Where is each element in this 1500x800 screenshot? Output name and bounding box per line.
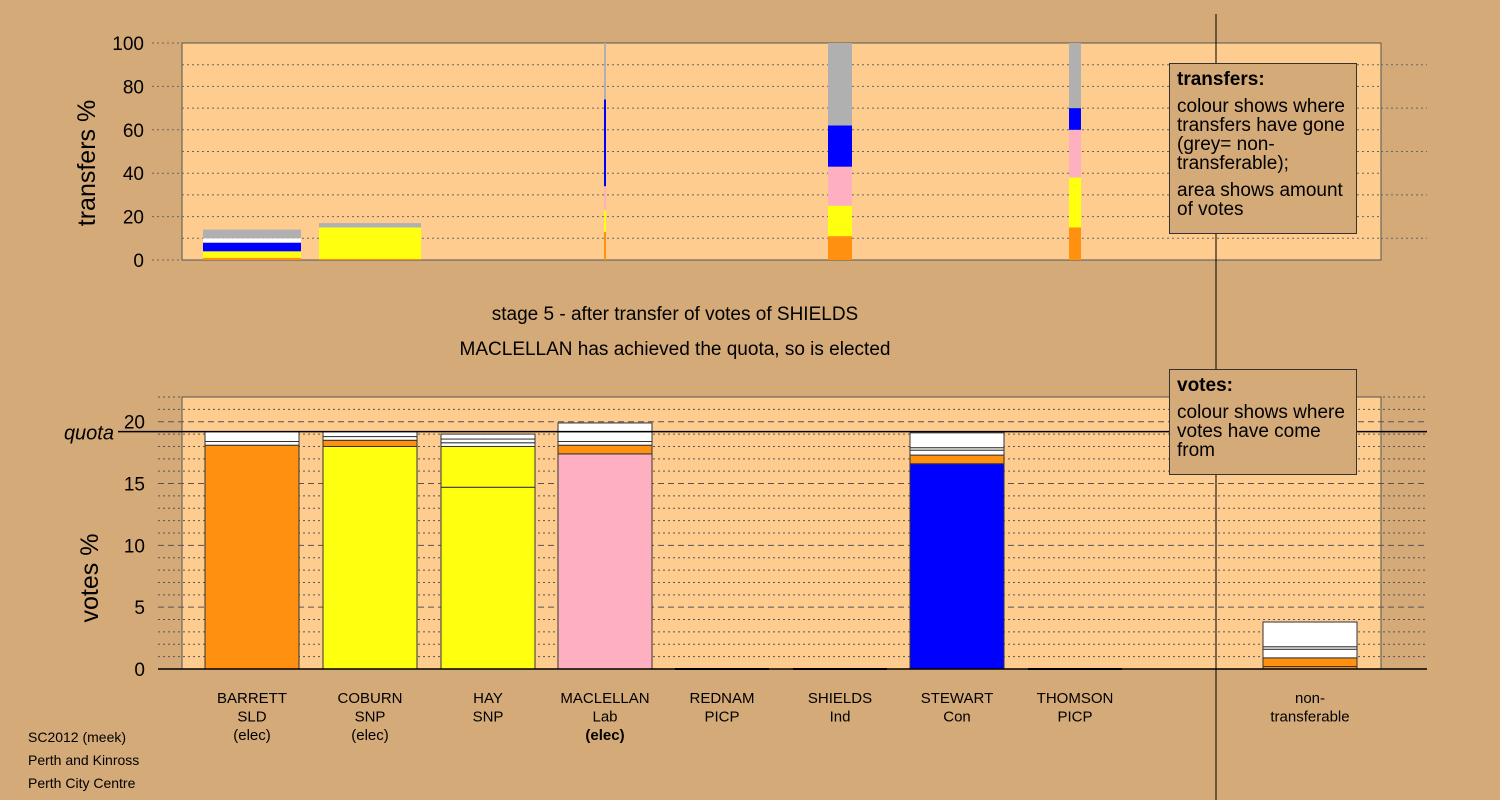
transfer-segment-barrett (203, 251, 301, 258)
candidate-label-coburn: SNP (355, 709, 386, 726)
vote-segment-hay (440, 442, 536, 447)
transfer-segment-barrett (203, 257, 301, 260)
candidate-label-barrett: (elec) (233, 727, 271, 744)
votes-legend: votes: colour shows where votes have com… (1169, 369, 1357, 475)
candidate-label-stewart: STEWART (921, 690, 994, 707)
votes-tick-label: 20 (124, 413, 145, 434)
vote-segment-hay (440, 445, 536, 488)
vote-segment-hay (440, 433, 536, 440)
transfers-tick-label: 100 (112, 34, 144, 55)
candidate-label-thomson: PICP (1057, 709, 1092, 726)
candidate-label-barrett: BARRETT (217, 690, 287, 707)
credit-council: Perth and Kinross (28, 752, 139, 768)
transfers-legend-title: transfers: (1177, 69, 1265, 90)
vote-segment-stewart (909, 463, 1005, 670)
vote-segment-maclellan (557, 441, 653, 446)
candidate-label-maclellan: Lab (592, 709, 617, 726)
candidate-label-stewart: Con (943, 709, 971, 726)
votes-legend-colour: colour shows where votes have come from (1177, 402, 1345, 461)
candidate-label-shields: Ind (830, 709, 851, 726)
vote-segment-non (1262, 648, 1358, 659)
election-status: MACLELLAN has achieved the quota, so is … (460, 339, 891, 360)
credit-ward: Perth City Centre (28, 775, 136, 791)
vote-segment-maclellan (557, 422, 653, 433)
vote-segment-hay (440, 438, 536, 444)
quota-label: quota (64, 423, 114, 445)
candidate-label-rednam: PICP (704, 709, 739, 726)
candidate-label-coburn: COBURN (337, 690, 402, 707)
vote-segment-non (1262, 621, 1358, 648)
vote-segment-coburn (322, 436, 418, 441)
candidate-label-maclellan: MACLELLAN (560, 690, 649, 707)
transfers-legend: transfers: colour shows where transfers … (1169, 63, 1357, 234)
vote-segment-coburn (322, 445, 418, 670)
candidate-label-maclellan: (elec) (585, 727, 624, 744)
transfer-segment-shields (828, 125, 852, 167)
votes-legend-title: votes: (1177, 375, 1233, 396)
transfer-segment-barrett (203, 238, 301, 243)
vote-segment-barrett (204, 444, 300, 670)
transfers-tick-label: 60 (123, 121, 144, 142)
transfer-segment-thomson (1069, 177, 1081, 228)
transfer-segment-thomson (1069, 108, 1081, 130)
vote-segment-stewart (909, 449, 1005, 456)
votes-tick-label: 10 (124, 536, 145, 557)
transfer-segment-maclellan (604, 231, 606, 260)
candidate-label-thomson: THOMSON (1037, 690, 1114, 707)
vote-segment-barrett (204, 441, 300, 446)
candidate-label-hay: SNP (473, 709, 504, 726)
transfer-segment-maclellan (604, 210, 606, 232)
votes-ylabel: votes % (76, 534, 104, 623)
candidate-label-shields: SHIELDS (808, 690, 872, 707)
transfers-tick-label: 40 (123, 164, 144, 185)
vote-segment-stewart (909, 432, 1005, 449)
stage-heading: stage 5 - after transfer of votes of SHI… (492, 304, 858, 325)
credit-method: SC2012 (meek) (28, 729, 126, 745)
transfer-segment-maclellan (604, 99, 606, 187)
vote-segment-barrett (204, 431, 300, 443)
transfer-segment-thomson (1069, 227, 1081, 260)
transfer-segment-shields (828, 236, 852, 260)
votes-tick-label: 15 (124, 475, 145, 496)
candidate-label-coburn: (elec) (351, 727, 389, 744)
transfer-segment-coburn (319, 223, 421, 228)
transfer-segment-barrett (203, 229, 301, 239)
transfer-segment-thomson (1069, 43, 1081, 109)
vote-segment-hay (440, 486, 536, 670)
transfers-tick-label: 0 (133, 251, 144, 272)
transfer-segment-shields (828, 43, 852, 126)
transfer-segment-shields (828, 205, 852, 237)
vote-segment-non (1262, 657, 1358, 668)
vote-segment-maclellan (557, 431, 653, 443)
vote-segment-stewart (909, 454, 1005, 465)
candidate-label-non: transferable (1270, 709, 1349, 726)
transfers-tick-label: 80 (123, 77, 144, 98)
candidate-label-non: non- (1295, 690, 1325, 707)
transfers-legend-area: area shows amount of votes (1177, 180, 1343, 220)
transfer-segment-thomson (1069, 129, 1081, 178)
transfer-segment-maclellan (604, 186, 606, 211)
transfers-legend-colour: colour shows where transfers have gone (… (1177, 96, 1345, 174)
candidate-label-barrett: SLD (237, 709, 266, 726)
transfer-segment-coburn (319, 258, 421, 260)
votes-tick-label: 0 (134, 660, 145, 681)
vote-segment-coburn (322, 439, 418, 447)
votes-tick-label: 5 (134, 598, 145, 619)
vote-segment-maclellan (557, 444, 653, 455)
vote-segment-maclellan (557, 453, 653, 670)
candidate-label-hay: HAY (473, 690, 503, 707)
transfer-segment-barrett (203, 242, 301, 252)
transfer-segment-shields (828, 166, 852, 206)
candidate-label-rednam: REDNAM (689, 690, 754, 707)
transfer-segment-coburn (319, 227, 421, 259)
transfers-ylabel: transfers % (73, 100, 101, 226)
transfers-tick-label: 20 (123, 208, 144, 229)
transfer-segment-maclellan (604, 43, 606, 100)
